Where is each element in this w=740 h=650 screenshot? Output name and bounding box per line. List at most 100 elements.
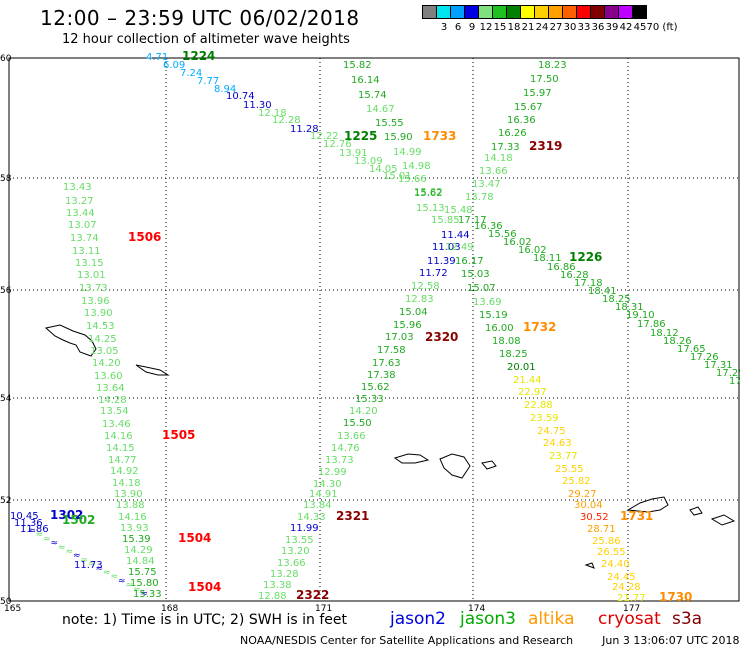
pass-time-label: 1730 xyxy=(659,590,692,604)
wave-height-label: 17.38 xyxy=(367,370,396,381)
wave-height-label: 11.86 xyxy=(20,524,49,535)
wave-height-label: 14.05 xyxy=(369,164,398,175)
legend-altika: altika xyxy=(528,609,575,629)
wave-height-label: 13.96 xyxy=(81,296,110,307)
colorbar-label: 42 xyxy=(619,22,633,33)
wave-height-label: 14.67 xyxy=(366,104,395,115)
wave-height-label: 15.04 xyxy=(399,307,428,318)
credit-timestamp: Jun 3 13:06:07 UTC 2018 xyxy=(602,634,740,647)
colorbar-labels: 3 6 9 12 15 18 21 24 27 30 33 36 39 42 45 70 (ft) xyxy=(422,22,740,36)
wave-height-label: 11.73 xyxy=(74,560,103,571)
wave-height-label: 13.90 xyxy=(84,308,113,319)
wave-height-label: 13.05 xyxy=(90,346,119,357)
wave-height-label: 14.20 xyxy=(92,358,121,369)
wave-height-label: 13.07 xyxy=(68,220,97,231)
wave-height-label: 14.77 xyxy=(108,455,137,466)
legend-jason2: jason2 xyxy=(390,609,446,629)
dense-track-mark: ≈ xyxy=(103,568,111,578)
island-shape xyxy=(44,324,97,357)
pass-time-label: 2322 xyxy=(296,588,329,602)
pass-time-label: 1505 xyxy=(162,428,195,442)
wave-height-label: 13.88 xyxy=(116,500,145,511)
colorbar-label: 30 xyxy=(563,22,577,33)
wave-height-label: 15.75 xyxy=(128,567,157,578)
wave-height-label: 24.45 xyxy=(607,572,636,583)
colorbar-label: 6 xyxy=(454,22,462,33)
wave-height-label: 12.76 xyxy=(323,139,352,150)
wave-height-label: 22.88 xyxy=(524,400,553,411)
colorbar-label: 3 xyxy=(440,22,448,33)
wave-height-label: 7.77 xyxy=(197,76,219,87)
wave-height-label: 16.17 xyxy=(455,256,484,267)
wave-height-label: 15.66 xyxy=(398,174,427,185)
wave-height-label: 14.18 xyxy=(112,478,141,489)
wave-height-label: 15.97 xyxy=(523,88,552,99)
wave-height-label: 13.93 xyxy=(120,523,149,534)
wave-height-label: 17.31 xyxy=(704,360,733,371)
dense-track-mark: ≈ xyxy=(133,585,141,595)
colorbar-label: 9 xyxy=(468,22,476,33)
wave-height-label: 15.19 xyxy=(479,310,508,321)
wave-height-label: 16.02 xyxy=(503,237,532,248)
wave-height-label: 23.59 xyxy=(530,413,559,424)
island-shape xyxy=(710,514,736,526)
dense-track-mark: ≈ xyxy=(66,547,74,557)
wave-height-label: 26.55 xyxy=(597,547,626,558)
latitude-label: 58 xyxy=(0,174,12,184)
wave-height-label: 24.63 xyxy=(543,438,572,449)
colorbar-label: 45 xyxy=(633,22,647,33)
wave-height-label: 14.28 xyxy=(98,395,127,406)
wave-height-label: 12.49 xyxy=(445,242,474,253)
wave-height-label: 11.30 xyxy=(243,100,272,111)
wave-height-label: 16.86 xyxy=(547,262,576,273)
pass-time-label: 1225 xyxy=(344,129,377,143)
wave-height-label: 11.39 xyxy=(427,256,456,267)
wave-height-label: 17.63 xyxy=(372,358,401,369)
credit-line: NOAA/NESDIS Center for Satellite Applica… xyxy=(240,634,740,647)
wave-height-label: 17.50 xyxy=(530,74,559,85)
wave-height-label: 19.10 xyxy=(626,310,655,321)
wave-height-label: 12.18 xyxy=(258,108,287,119)
colorbar-label: 70 (ft) xyxy=(646,22,678,33)
pass-time-label: 1226 xyxy=(569,250,602,264)
wave-height-label: 18.26 xyxy=(663,336,692,347)
pass-time-label: 1502 xyxy=(62,513,95,527)
wave-height-label: 14.29 xyxy=(124,545,153,556)
wave-height-label: 12.28 xyxy=(272,115,301,126)
wave-height-label: 6.09 xyxy=(163,60,185,71)
latitude-label: 50 xyxy=(0,597,12,607)
wave-height-label: 10.45 xyxy=(10,511,39,522)
wave-height-label: 13.54 xyxy=(100,406,129,417)
footer-note: note: 1) Time is in UTC; 2) SWH is in fe… xyxy=(62,612,348,628)
colorbar-swatch xyxy=(632,5,647,19)
wave-height-label: 28.71 xyxy=(587,524,616,535)
wave-height-label: 15.80 xyxy=(130,578,159,589)
dense-track-mark: ≈ xyxy=(73,551,81,561)
wave-height-label: 14.76 xyxy=(331,443,360,454)
pass-time-label: 2320 xyxy=(425,330,458,344)
wave-height-labels: 4.71 12246.097.247.778.9410.7411.3012.181… xyxy=(10,49,740,604)
wave-height-label: 13.20 xyxy=(281,546,310,557)
wave-height-label: 17.26 xyxy=(690,352,719,363)
island-shape xyxy=(393,453,430,464)
wave-height-label: 14.92 xyxy=(110,466,139,477)
wave-height-label: 7.24 xyxy=(180,68,202,79)
wave-height-label: 18.11 xyxy=(533,253,562,264)
wave-height-label: 15.55 xyxy=(375,118,404,129)
wave-height-label: 11.36 xyxy=(14,518,43,529)
island-shape xyxy=(689,506,703,516)
longitude-label: 174 xyxy=(468,604,485,614)
longitude-label: 171 xyxy=(315,604,332,614)
wave-height-label: 13.64 xyxy=(96,383,125,394)
wave-height-label: 12.88 xyxy=(258,591,287,602)
wave-height-label: 11.44 xyxy=(441,230,470,241)
wave-height-label: 15.48 xyxy=(444,205,473,216)
wave-height-label: 18.31 xyxy=(615,302,644,313)
land-masses xyxy=(44,324,736,569)
wave-height-label: 15.62 xyxy=(414,188,443,199)
pass-time-label: 1506 xyxy=(128,230,161,244)
dense-track-mark: ≈ xyxy=(81,555,89,565)
longitude-label: 165 xyxy=(4,604,21,614)
wave-height-label: 4.71 xyxy=(146,52,168,63)
